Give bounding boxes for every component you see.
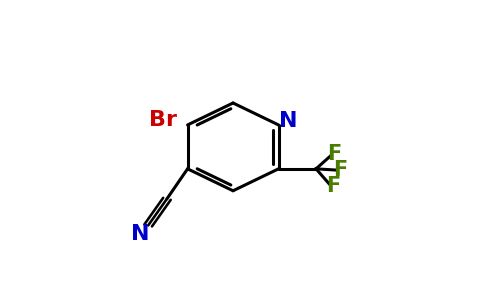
Text: N: N bbox=[279, 111, 297, 131]
Text: N: N bbox=[131, 224, 149, 244]
Text: F: F bbox=[333, 160, 348, 180]
Text: Br: Br bbox=[149, 110, 177, 130]
Text: F: F bbox=[326, 176, 340, 196]
Text: F: F bbox=[327, 144, 341, 164]
